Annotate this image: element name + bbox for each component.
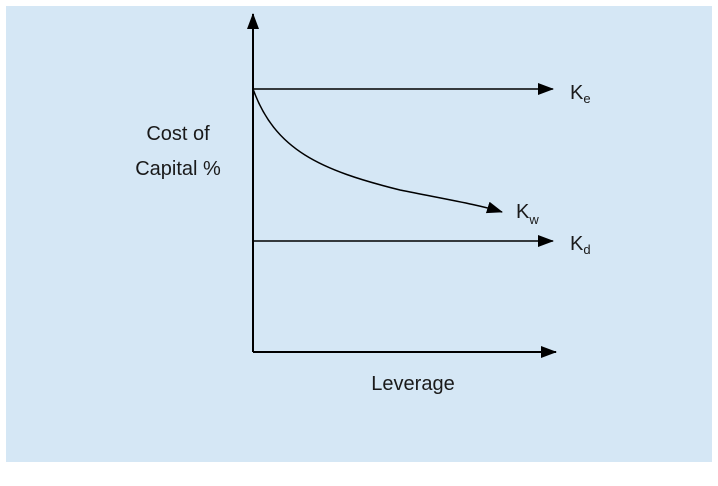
kd-subscript: d <box>583 242 590 257</box>
kw-letter: K <box>516 201 530 223</box>
y-axis-label: Cost of <box>146 123 210 145</box>
kd-label: Kd <box>570 233 591 257</box>
kw-subscript: w <box>528 212 539 227</box>
kd-letter: K <box>570 233 584 255</box>
y-axis-label: Capital % <box>135 158 221 180</box>
kw-curve <box>252 88 503 214</box>
x-axis-label: Leverage <box>371 373 454 395</box>
ke-letter: K <box>570 82 584 104</box>
ke-label: Ke <box>570 82 591 106</box>
background <box>6 6 712 462</box>
ke-subscript: e <box>583 91 590 106</box>
kw-label: Kw <box>516 201 539 227</box>
